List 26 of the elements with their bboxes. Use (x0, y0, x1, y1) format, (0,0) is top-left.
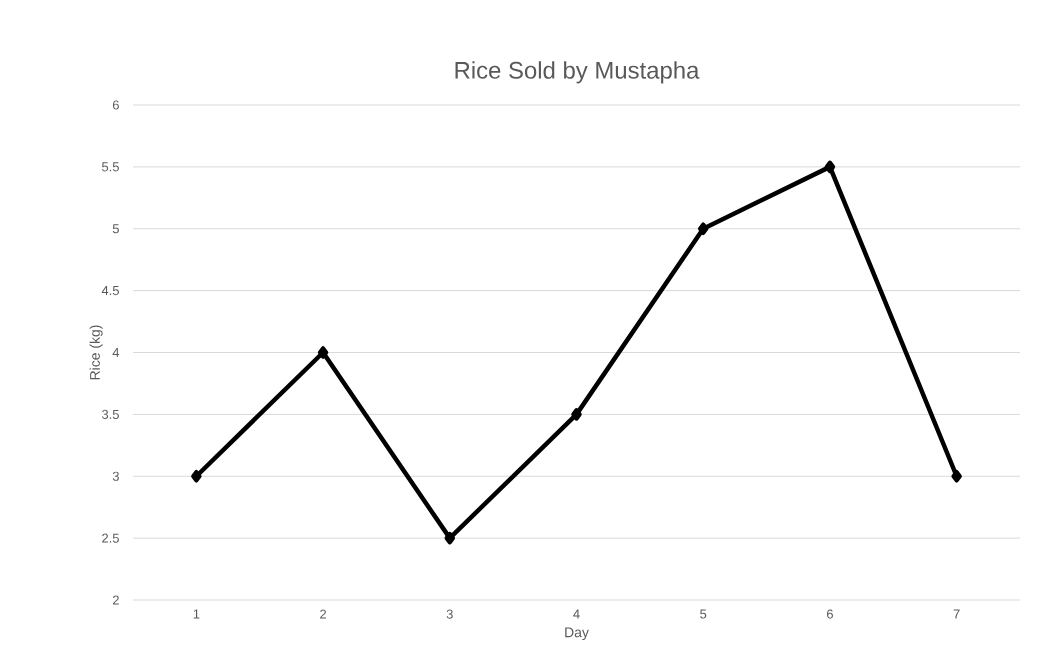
point (191, 470, 202, 483)
y-tick-label: 2 (112, 595, 119, 605)
x-tick-label: 1 (193, 609, 200, 619)
y-axis-title: Rice (kg) (89, 325, 103, 380)
y-tick-label: 5.5 (101, 162, 119, 172)
x-tick-label: 7 (953, 609, 960, 619)
x-tick-label: 4 (573, 609, 580, 619)
y-tick-label: 4 (112, 348, 120, 357)
y-tick-label: 5 (112, 224, 119, 234)
point (824, 160, 836, 174)
point (571, 408, 582, 421)
point (444, 531, 456, 545)
point (951, 470, 962, 483)
y-tick-label: 4.5 (101, 286, 119, 296)
y-tick-label: 3 (112, 471, 119, 481)
x-tick-label: 2 (320, 609, 327, 619)
point (317, 346, 329, 359)
y-tick-label: 3.5 (101, 409, 119, 419)
x-axis-title: Day (565, 627, 589, 641)
y-tick-label: 2.5 (102, 533, 119, 543)
x-tick-label: 3 (446, 609, 453, 619)
y-tick-label: 6 (112, 100, 119, 110)
point (697, 222, 709, 235)
x-tick-label: 6 (826, 609, 833, 619)
chart-title: Rice Sold by Mustapha (455, 61, 700, 84)
x-tick-label: 5 (700, 609, 707, 619)
